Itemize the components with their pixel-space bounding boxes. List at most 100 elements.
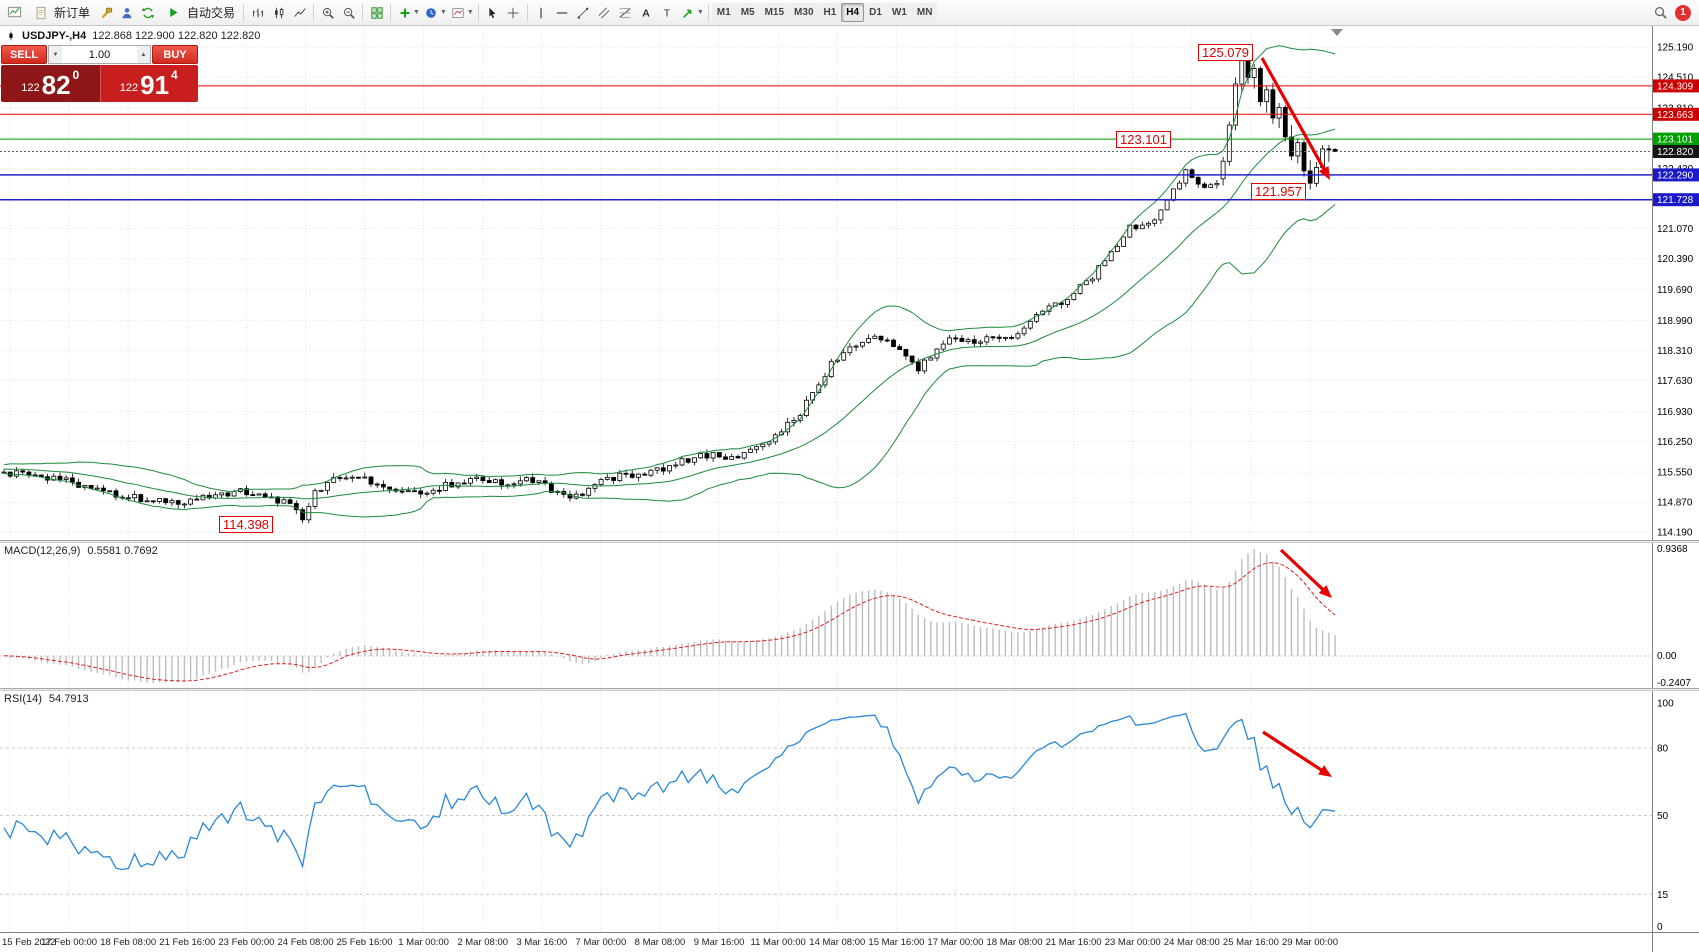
buy-button[interactable]: BUY [152, 45, 198, 64]
notification-badge[interactable]: 1 [1675, 4, 1691, 21]
timeframe-h1-button[interactable]: H1 [818, 3, 842, 22]
volume-increase-button[interactable]: ▲ [137, 46, 150, 63]
sell-price-prefix: 122 [21, 82, 40, 94]
rsi-label: RSI(14) 54.7913 [4, 693, 89, 705]
crosshair-icon[interactable] [503, 3, 524, 23]
grid [0, 27, 1652, 932]
charts-icon[interactable] [4, 3, 25, 23]
horizontal-lines[interactable] [0, 85, 1652, 201]
price-badge [1653, 107, 1699, 121]
arrows-icon[interactable] [678, 3, 699, 23]
rsi-line[interactable] [3, 712, 1336, 871]
hammer-icon[interactable] [95, 3, 116, 23]
time-axis-label: 3 Mar 16:00 [516, 937, 567, 948]
timeframe-m5-button[interactable]: M5 [735, 3, 760, 22]
line-chart-icon[interactable] [289, 3, 310, 23]
arrows-dropdown-caret[interactable]: ▼ [696, 9, 704, 16]
timeframe-m30-button[interactable]: M30 [789, 3, 819, 22]
timeframe-m15-button[interactable]: M15 [759, 3, 790, 22]
svg-text:A: A [643, 7, 651, 19]
symbol-info: USDJPY-,H4 122.868 122.900 122.820 122.8… [6, 30, 260, 42]
sell-button[interactable]: SELL [1, 45, 47, 64]
toolbar: 新订单 自动交易 ▼ ▼ ▼ A T [0, 0, 1699, 26]
buy-price-pip: 4 [171, 68, 178, 82]
timeframe-w1-button[interactable]: W1 [886, 3, 912, 22]
trendline-icon[interactable] [573, 3, 594, 23]
time-axis-label: 23 Feb 00:00 [218, 937, 274, 948]
svg-text:123.101: 123.101 [1657, 135, 1694, 146]
refresh-icon[interactable] [137, 3, 158, 23]
volume-decrease-button[interactable]: ▼ [49, 46, 62, 63]
svg-text:116.930: 116.930 [1657, 407, 1693, 418]
time-axis-label: 8 Mar 08:00 [635, 937, 686, 948]
fibonacci-icon[interactable] [615, 3, 636, 23]
indicators-icon[interactable] [394, 3, 415, 23]
price-annotation[interactable]: 125.079 [1198, 44, 1253, 61]
person-icon[interactable] [116, 3, 137, 23]
play-icon [163, 3, 184, 23]
indicators-dropdown-caret[interactable]: ▼ [413, 9, 420, 16]
buy-price-button[interactable]: 122 91 4 [99, 65, 198, 102]
volume-input[interactable] [62, 46, 137, 63]
time-axis-label: 24 Mar 08:00 [1164, 937, 1220, 948]
time-axis-label: 2 Mar 08:00 [457, 937, 508, 948]
cursor-icon[interactable] [482, 3, 503, 23]
chart-shift-marker[interactable] [1331, 29, 1343, 36]
candlestick-chart-icon[interactable] [268, 3, 289, 23]
rsi-splitter[interactable] [0, 688, 1699, 691]
svg-text:116.250: 116.250 [1657, 437, 1693, 448]
tile-windows-icon[interactable] [366, 3, 387, 23]
red-arrow [1279, 548, 1329, 596]
vertical-line-icon[interactable] [531, 3, 552, 23]
time-axis-label: 14 Mar 08:00 [809, 937, 865, 948]
templates-dropdown-caret[interactable]: ▼ [466, 9, 474, 16]
svg-text:114.190: 114.190 [1657, 528, 1693, 539]
symbol-ohlc: 122.868 122.900 122.820 122.820 [92, 30, 261, 42]
svg-text:118.310: 118.310 [1657, 346, 1693, 357]
macd-splitter[interactable] [0, 540, 1699, 543]
time-axis-label: 25 Mar 16:00 [1223, 937, 1279, 948]
trend-arrows[interactable] [1260, 57, 1332, 777]
zoom-out-icon[interactable] [338, 3, 359, 23]
bar-chart-icon[interactable] [247, 3, 268, 23]
time-axis-label: 17 Feb 00:00 [41, 937, 97, 948]
periods-dropdown-caret[interactable]: ▼ [439, 9, 447, 16]
zoom-in-icon[interactable] [317, 3, 338, 23]
price-axis[interactable]: 125.190124.510123.810123.130122.430121.7… [1652, 26, 1699, 952]
macd-indicator[interactable] [3, 549, 1336, 683]
svg-text:50: 50 [1657, 811, 1669, 822]
svg-text:80: 80 [1657, 744, 1669, 755]
timeframe-h4-button[interactable]: H4 [841, 3, 865, 22]
red-arrow [1260, 57, 1329, 176]
sell-price-button[interactable]: 122 82 0 [1, 65, 100, 102]
timeframe-mn-button[interactable]: MN [911, 3, 938, 22]
time-axis-label: 15 Mar 16:00 [868, 937, 924, 948]
svg-text:117.630: 117.630 [1657, 376, 1693, 387]
buy-price-main: 91 [140, 70, 170, 100]
svg-text:124.510: 124.510 [1657, 73, 1694, 84]
price-annotation[interactable]: 121.957 [1251, 183, 1306, 200]
price-annotation[interactable]: 123.101 [1116, 131, 1171, 148]
text-icon[interactable]: A [636, 3, 657, 23]
search-icon[interactable] [1650, 3, 1671, 23]
macd-values: 0.5581 0.7692 [87, 545, 158, 557]
horizontal-line-icon[interactable] [552, 3, 573, 23]
svg-text:122.290: 122.290 [1657, 170, 1694, 181]
label-icon[interactable]: T [657, 3, 678, 23]
timeframe-d1-button[interactable]: D1 [864, 3, 887, 22]
timeframe-m1-button[interactable]: M1 [711, 3, 736, 22]
symbol-name: USDJPY-,H4 [22, 30, 87, 42]
svg-text:0: 0 [1657, 922, 1663, 933]
svg-text:T: T [664, 7, 671, 19]
new-order-button[interactable]: 新订单 [25, 3, 95, 23]
price-annotation[interactable]: 114.398 [219, 516, 274, 533]
templates-icon[interactable] [448, 3, 469, 23]
autotrading-button[interactable]: 自动交易 [158, 3, 240, 23]
candlesticks[interactable] [1, 51, 1338, 524]
periods-icon[interactable] [421, 3, 442, 23]
channel-icon[interactable] [594, 3, 615, 23]
bollinger-bands [3, 45, 1336, 518]
time-axis-label: 23 Mar 00:00 [1105, 937, 1161, 948]
